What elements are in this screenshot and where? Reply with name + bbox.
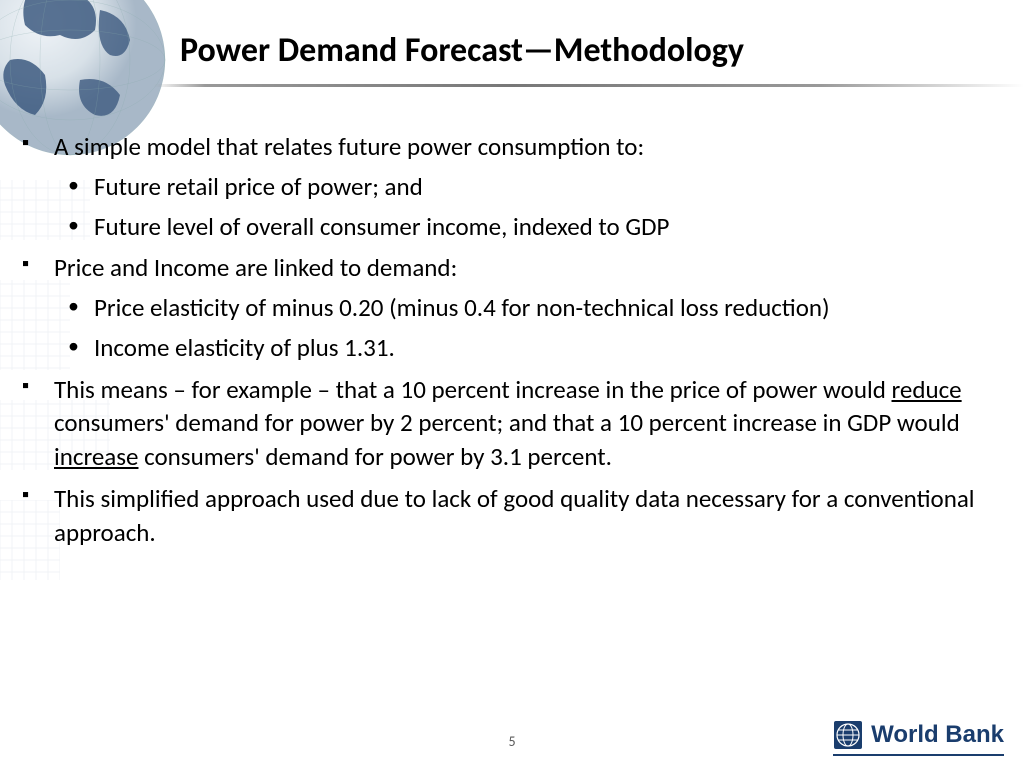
bullet-1a: Future retail price of power; and: [54, 170, 994, 204]
bullet-2: Price and Income are linked to demand: P…: [20, 251, 994, 364]
bullet-4: This simplified approach used due to lac…: [20, 482, 994, 550]
bullet-2-text: Price and Income are linked to demand:: [54, 252, 457, 283]
bullet-3-u2: increase: [54, 441, 138, 472]
bullet-3: This means – for example – that a 10 per…: [20, 373, 994, 474]
bullet-2a: Price elasticity of minus 0.20 (minus 0.…: [54, 291, 994, 325]
bullet-3-post: consumers' demand for power by 3.1 perce…: [138, 441, 611, 472]
bullet-2b: Income elasticity of plus 1.31.: [54, 331, 994, 365]
bullet-3-mid: consumers' demand for power by 2 percent…: [54, 407, 960, 438]
world-bank-globe-icon: [833, 720, 863, 750]
bullet-3-pre: This means – for example – that a 10 per…: [54, 374, 892, 405]
bullet-1: A simple model that relates future power…: [20, 130, 994, 243]
slide-title: Power Demand Forecast—Methodology: [180, 30, 744, 71]
world-bank-text: World Bank: [871, 721, 1004, 749]
bullet-1b: Future level of overall consumer income,…: [54, 210, 994, 244]
world-bank-logo: World Bank: [833, 720, 1004, 756]
title-underline: [0, 84, 1024, 87]
bullet-1-text: A simple model that relates future power…: [54, 131, 644, 162]
content-area: A simple model that relates future power…: [20, 130, 994, 557]
bullet-3-u1: reduce: [892, 374, 962, 405]
